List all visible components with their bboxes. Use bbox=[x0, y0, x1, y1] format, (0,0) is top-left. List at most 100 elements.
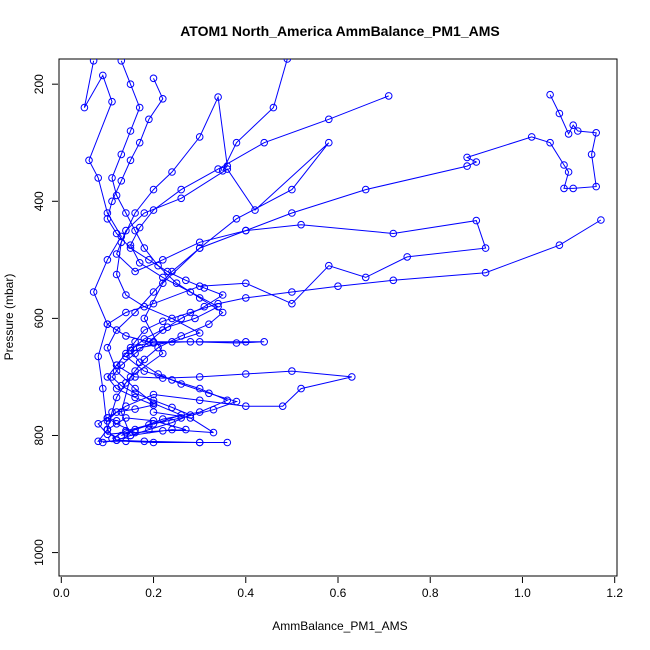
data-point bbox=[186, 288, 195, 296]
data-point bbox=[569, 121, 578, 129]
data-point bbox=[103, 320, 112, 329]
data-point bbox=[463, 162, 471, 170]
data-point bbox=[94, 352, 102, 361]
data-point bbox=[278, 402, 287, 411]
data-point bbox=[592, 182, 601, 191]
data-point bbox=[94, 437, 102, 446]
data-point bbox=[149, 401, 158, 409]
data-point bbox=[103, 209, 112, 217]
data-point bbox=[80, 103, 89, 112]
x-axis: 0.0 0.2 0.4 0.6 0.8 1.0 1.2 bbox=[53, 577, 623, 600]
data-point bbox=[182, 276, 190, 285]
data-point bbox=[149, 206, 158, 214]
data-point bbox=[122, 352, 130, 361]
data-point bbox=[205, 320, 213, 329]
data-point bbox=[195, 238, 204, 247]
data-point bbox=[126, 80, 135, 88]
data-point bbox=[99, 438, 107, 447]
data-point bbox=[195, 438, 204, 447]
data-point bbox=[108, 174, 116, 182]
data-point bbox=[242, 294, 250, 302]
data-point bbox=[149, 408, 158, 416]
data-point bbox=[122, 332, 130, 340]
data-point bbox=[122, 402, 130, 411]
data-point bbox=[325, 115, 333, 124]
data-point bbox=[569, 184, 578, 193]
data-point bbox=[182, 425, 190, 434]
data-point bbox=[159, 273, 167, 282]
data-point bbox=[269, 103, 278, 112]
y-tick-label: 400 bbox=[32, 191, 46, 211]
data-point bbox=[140, 302, 149, 311]
data-point bbox=[131, 373, 139, 381]
y-tick-label: 1000 bbox=[32, 539, 46, 566]
data-point bbox=[251, 206, 259, 214]
data-point bbox=[223, 396, 232, 405]
data-point bbox=[223, 438, 232, 447]
data-point bbox=[140, 326, 149, 334]
data-point bbox=[145, 338, 153, 346]
data-point bbox=[159, 326, 167, 334]
data-point bbox=[384, 92, 393, 100]
data-point bbox=[232, 138, 241, 147]
series-7 bbox=[99, 74, 227, 447]
series-3 bbox=[103, 216, 605, 425]
data-point bbox=[288, 299, 296, 308]
data-point bbox=[112, 326, 121, 334]
data-point bbox=[154, 343, 162, 352]
chart-title: ATOM1 North_America AmmBalance_PM1_AMS bbox=[180, 23, 500, 39]
data-point bbox=[463, 153, 471, 162]
plot-frame bbox=[58, 58, 618, 577]
data-point bbox=[94, 420, 102, 428]
data-point bbox=[159, 256, 167, 264]
series-6 bbox=[108, 92, 393, 443]
data-point bbox=[135, 358, 144, 367]
data-point bbox=[112, 408, 121, 416]
data-point bbox=[122, 427, 130, 435]
data-point bbox=[168, 403, 176, 412]
data-point bbox=[145, 115, 153, 124]
data-point bbox=[122, 308, 130, 317]
data-point bbox=[149, 288, 158, 296]
data-point bbox=[126, 431, 135, 440]
data-point bbox=[195, 282, 204, 291]
data-point bbox=[140, 367, 149, 375]
data-point bbox=[154, 370, 162, 378]
data-point bbox=[348, 373, 356, 381]
data-point bbox=[325, 138, 333, 147]
data-point bbox=[126, 244, 135, 252]
data-point bbox=[112, 361, 121, 370]
data-point bbox=[546, 90, 554, 99]
data-point bbox=[131, 405, 139, 413]
data-point bbox=[177, 332, 185, 340]
data-point bbox=[126, 373, 135, 381]
data-point bbox=[131, 367, 139, 375]
series-line bbox=[106, 60, 224, 430]
data-point bbox=[472, 158, 481, 166]
data-point bbox=[325, 261, 333, 270]
x-tick-label: 0.2 bbox=[145, 586, 162, 600]
x-tick-label: 1.0 bbox=[514, 586, 531, 600]
data-point bbox=[481, 244, 490, 252]
x-tick-label: 0.4 bbox=[237, 586, 254, 600]
data-point bbox=[122, 291, 130, 299]
data-point bbox=[242, 226, 250, 235]
data-point bbox=[560, 161, 568, 169]
data-point bbox=[149, 185, 158, 194]
data-point bbox=[135, 138, 144, 147]
data-point bbox=[131, 349, 139, 358]
data-point bbox=[145, 425, 153, 434]
data-point bbox=[546, 138, 554, 147]
data-point bbox=[288, 185, 296, 194]
data-point bbox=[140, 244, 149, 252]
data-point bbox=[108, 197, 116, 206]
data-point bbox=[122, 209, 130, 217]
data-point bbox=[177, 380, 185, 388]
data-point bbox=[195, 133, 204, 141]
data-point bbox=[205, 389, 213, 398]
data-point bbox=[555, 241, 564, 249]
data-point bbox=[103, 215, 112, 223]
data-point bbox=[117, 361, 126, 370]
data-point bbox=[131, 389, 139, 398]
